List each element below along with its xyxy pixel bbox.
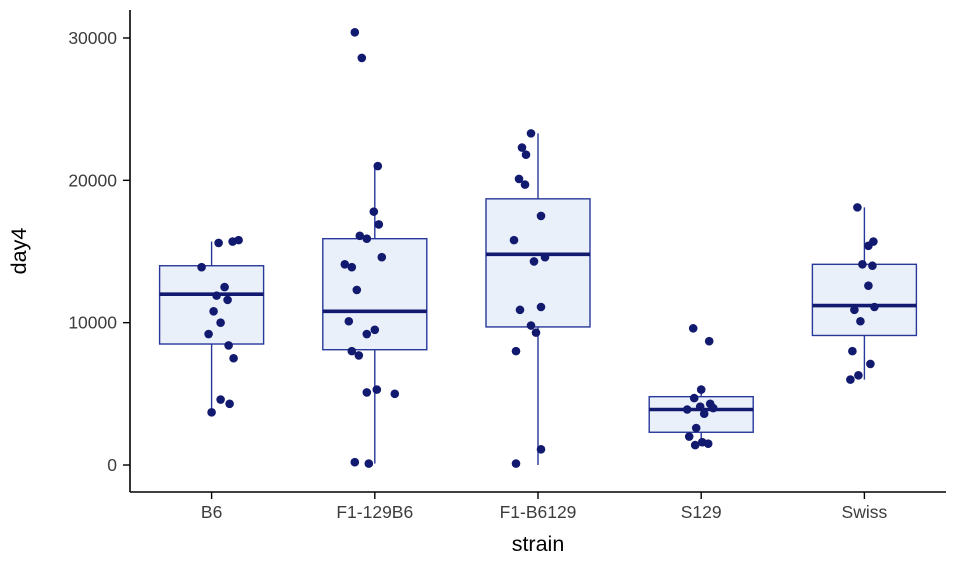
jitter-point <box>207 408 216 417</box>
jitter-point <box>703 439 713 448</box>
jitter-point <box>234 235 243 245</box>
x-tick-label: F1-129B6 <box>336 502 413 522</box>
box-iqr <box>158 265 265 345</box>
jitter-point <box>390 389 400 399</box>
jitter-point <box>362 388 372 397</box>
jitter-point <box>864 281 873 290</box>
jitter-point <box>695 402 705 411</box>
jitter-point <box>853 203 862 212</box>
jitter-point <box>344 316 354 326</box>
y-tick-label: 20000 <box>68 170 117 190</box>
jitter-point <box>866 359 875 369</box>
jitter-point <box>212 291 221 300</box>
jitter-point <box>864 241 873 251</box>
jitter-point <box>688 324 698 333</box>
jitter-point <box>699 409 709 419</box>
jitter-point <box>536 302 546 312</box>
jitter-point <box>536 445 546 454</box>
jitter-point <box>682 405 692 414</box>
jitter-point <box>517 143 527 152</box>
jitter-point <box>684 432 694 441</box>
boxplot-group-S129 <box>648 324 754 450</box>
jitter-point <box>704 336 714 346</box>
jitter-point <box>511 459 521 468</box>
jitter-point <box>509 235 519 245</box>
jitter-point <box>214 238 223 248</box>
jitter-point <box>850 305 859 315</box>
jitter-point <box>515 305 525 315</box>
jitter-point <box>373 161 383 171</box>
jitter-point <box>377 252 387 262</box>
jitter-point <box>514 174 524 184</box>
y-tick-label: 30000 <box>68 28 117 48</box>
jitter-point <box>369 207 379 216</box>
box-iqr <box>811 263 918 337</box>
jitter-point <box>350 457 360 467</box>
jitter-point <box>350 28 360 37</box>
jitter-point <box>690 440 700 450</box>
jitter-point <box>347 262 357 272</box>
jitter-point <box>536 211 546 221</box>
jitter-point <box>216 395 225 404</box>
boxplot-group-F1-B6129 <box>485 129 591 468</box>
plot-panel: 0 10000 20000 30000 B6 F1-129B6 F1-B6129 S129 Sw… <box>68 10 946 522</box>
y-axis-title: day4 <box>7 228 31 275</box>
jitter-point <box>223 295 232 305</box>
jitter-point <box>220 282 229 292</box>
y-tick-label: 10000 <box>68 313 117 333</box>
jitter-point <box>526 129 536 138</box>
jitter-point <box>347 346 357 356</box>
jitter-point <box>352 285 362 295</box>
jitter-point <box>520 180 530 189</box>
boxplot-group-B6 <box>158 235 265 417</box>
jitter-point <box>521 150 531 160</box>
jitter-point <box>370 325 380 335</box>
jitter-point <box>225 399 234 409</box>
jitter-point <box>362 329 372 339</box>
jitter-point <box>229 353 238 363</box>
jitter-point <box>224 341 233 350</box>
jitter-point <box>689 393 699 403</box>
jitter-point <box>204 329 213 339</box>
jitter-point <box>374 220 384 229</box>
jitter-point <box>197 262 206 272</box>
jitter-point <box>355 231 365 241</box>
jitter-point <box>691 423 701 433</box>
jitter-point <box>696 385 706 394</box>
boxplot-group-F1-129B6 <box>322 28 428 468</box>
jitter-point <box>708 403 718 413</box>
jitter-point <box>216 318 225 327</box>
jitter-point <box>364 459 374 468</box>
x-axis-title: strain <box>512 532 565 556</box>
jitter-point <box>209 306 218 316</box>
y-tick-label: 0 <box>107 455 117 475</box>
jitter-point <box>372 385 382 394</box>
jitter-point <box>858 260 867 269</box>
jitter-point <box>354 351 364 360</box>
jitter-point <box>511 346 521 356</box>
jitter-point <box>529 257 539 266</box>
boxplot-group-Swiss <box>811 203 918 384</box>
jitter-point <box>531 328 541 337</box>
x-tick-label: F1-B6129 <box>500 502 577 522</box>
jitter-point <box>340 260 350 269</box>
jitter-point <box>526 321 536 330</box>
jitter-point <box>362 234 372 243</box>
jitter-point <box>357 53 367 63</box>
jitter-point <box>854 371 863 380</box>
jitter-point <box>870 302 879 312</box>
jitter-point <box>856 316 865 326</box>
x-tick-label: B6 <box>201 502 222 522</box>
jitter-point <box>848 346 857 356</box>
x-tick-label: Swiss <box>842 502 888 522</box>
x-tick-label: S129 <box>681 502 722 522</box>
jitter-point <box>540 252 550 262</box>
jitter-point <box>868 261 877 271</box>
jitter-point <box>846 375 855 384</box>
